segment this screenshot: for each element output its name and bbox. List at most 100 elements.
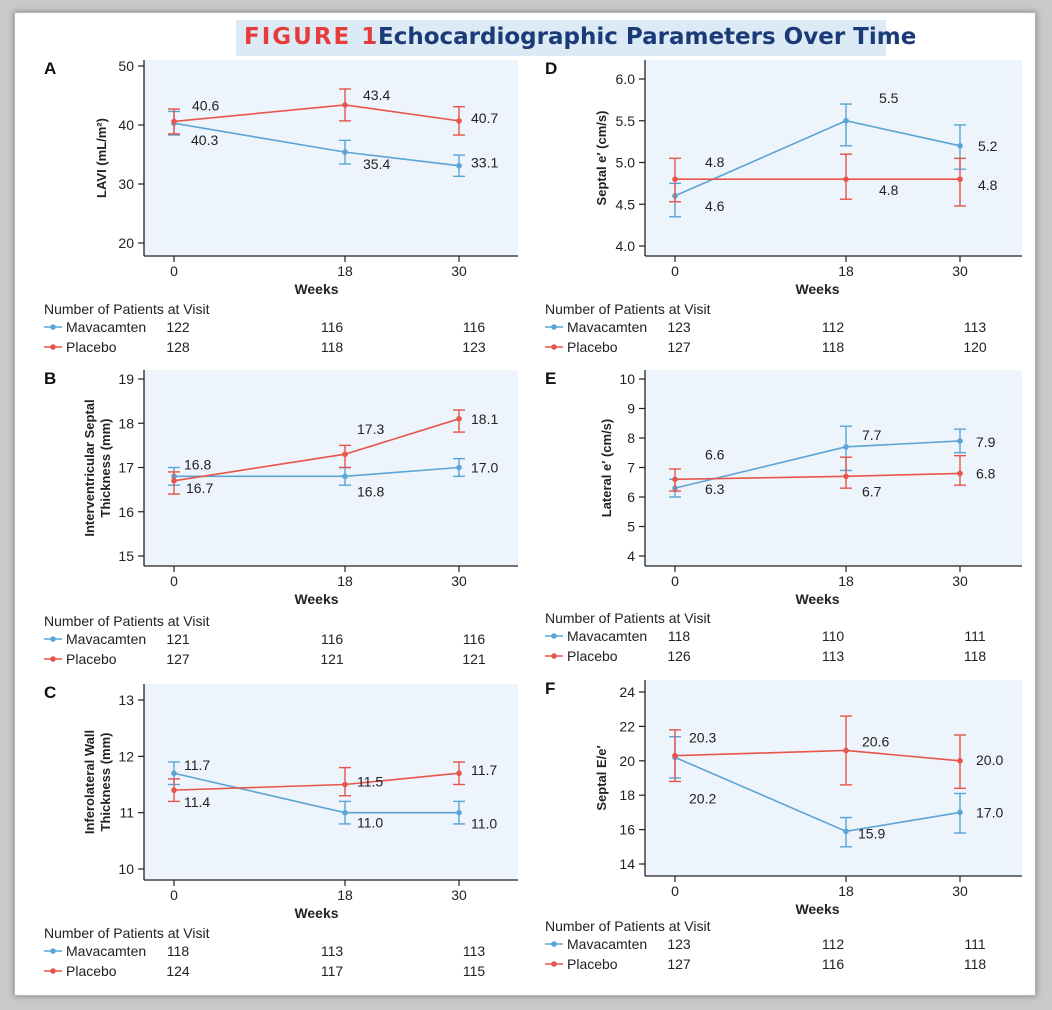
patient-count-mavacamten: 112 xyxy=(822,319,845,335)
series-mavacamten: 40.3 35.4 33.1 xyxy=(168,110,498,178)
y-tick-label: 7 xyxy=(627,460,635,476)
patient-count-mavacamten: 113 xyxy=(964,319,987,335)
y-tick-label: 16 xyxy=(118,504,134,520)
x-tick-label: 18 xyxy=(337,263,353,279)
patients-header: Number of Patients at Visit xyxy=(545,610,711,626)
patient-count-placebo: 123 xyxy=(462,339,486,355)
patient-count-mavacamten: 111 xyxy=(964,936,985,952)
data-point xyxy=(672,476,678,483)
data-label: 20.3 xyxy=(689,730,716,746)
patient-count-placebo: 127 xyxy=(166,651,190,667)
y-axis-label-line: Thickness (mm) xyxy=(98,733,113,832)
data-label: 15.9 xyxy=(858,825,885,841)
chart-panel-a: A 20 30 40 50 0 18 30 Weeks LAVI (mL/m²) 40.3 35.4 3… xyxy=(44,58,518,355)
legend-label-mavacamten: Mavacamten xyxy=(567,936,647,952)
data-label: 6.8 xyxy=(976,465,996,481)
patient-count-placebo: 113 xyxy=(822,648,845,664)
legend-label-placebo: Placebo xyxy=(567,648,618,664)
x-tick-label: 30 xyxy=(952,883,968,899)
legend-marker-mavacamten xyxy=(50,948,56,954)
panel-letter: B xyxy=(44,369,56,388)
chart-panel-b: B 15 16 17 18 19 0 18 30 Weeks Interventricular Se… xyxy=(44,369,518,667)
data-point xyxy=(456,464,462,471)
y-axis-label-line: Interventricular Septal xyxy=(82,399,97,536)
patients-header: Number of Patients at Visit xyxy=(545,918,711,934)
y-axis-label: LAVI (mL/m²) xyxy=(94,118,109,198)
data-point xyxy=(843,828,849,835)
y-tick-label: 10 xyxy=(619,371,635,387)
legend-marker-placebo xyxy=(50,968,56,974)
x-tick-label: 30 xyxy=(952,573,968,589)
panel-letter: E xyxy=(545,369,556,388)
y-tick-label: 5.5 xyxy=(616,113,636,129)
data-point xyxy=(843,747,849,754)
y-tick-label: 40 xyxy=(118,117,134,133)
y-axis-label-line: Inferolateral Wall xyxy=(82,730,97,834)
patients-header: Number of Patients at Visit xyxy=(44,925,210,941)
legend-label-placebo: Placebo xyxy=(66,651,117,667)
patient-count-mavacamten: 110 xyxy=(822,628,845,644)
patient-count-mavacamten: 116 xyxy=(463,319,486,335)
chart-panel-e: E 4 5 6 7 8 9 10 0 18 30 Weeks Lateral e′ (cm/s) 6.3 7… xyxy=(545,369,1022,664)
y-tick-label: 4.5 xyxy=(616,196,636,212)
x-tick-label: 0 xyxy=(170,887,178,903)
legend-label-placebo: Placebo xyxy=(567,956,618,972)
legend-marker-mavacamten xyxy=(551,941,557,947)
patient-count-mavacamten: 121 xyxy=(166,631,190,647)
y-tick-label: 16 xyxy=(619,822,635,838)
x-axis-label: Weeks xyxy=(795,281,839,297)
data-point xyxy=(342,809,348,816)
patient-count-placebo: 116 xyxy=(822,956,845,972)
legend-label-placebo: Placebo xyxy=(66,339,117,355)
legend-label-placebo: Placebo xyxy=(66,963,117,979)
x-axis-label: Weeks xyxy=(294,905,338,921)
panel-letter: D xyxy=(545,59,557,78)
patient-count-mavacamten: 111 xyxy=(964,628,985,644)
data-label: 5.5 xyxy=(879,90,899,106)
patient-count-placebo: 117 xyxy=(321,963,344,979)
data-point xyxy=(171,477,177,484)
legend-marker-mavacamten xyxy=(551,324,557,330)
patient-count-mavacamten: 123 xyxy=(667,319,691,335)
data-point xyxy=(342,781,348,788)
chart-panel-c: C 10 11 12 13 0 18 30 Weeks Inferolateral WallThi… xyxy=(44,683,518,979)
data-point xyxy=(843,444,849,450)
x-tick-label: 18 xyxy=(337,573,353,589)
x-tick-label: 18 xyxy=(337,887,353,903)
legend-marker-mavacamten xyxy=(551,633,557,639)
panel-letter: A xyxy=(44,59,56,78)
y-tick-label: 4 xyxy=(627,548,635,564)
data-label: 17.0 xyxy=(471,460,498,476)
y-tick-label: 6.0 xyxy=(616,71,636,87)
series-placebo: 40.6 43.4 40.7 xyxy=(168,87,498,136)
plot-area xyxy=(645,680,1022,876)
data-label: 4.8 xyxy=(978,177,998,193)
figure-title-band xyxy=(236,20,886,56)
y-axis-label: Inferolateral WallThickness (mm) xyxy=(82,730,113,834)
patient-count-mavacamten: 118 xyxy=(167,943,190,959)
y-tick-label: 14 xyxy=(619,856,635,872)
y-tick-label: 12 xyxy=(118,748,134,764)
patient-count-mavacamten: 123 xyxy=(667,936,691,952)
patient-count-placebo: 126 xyxy=(667,648,691,664)
x-axis-label: Weeks xyxy=(795,901,839,917)
data-point xyxy=(342,451,348,458)
data-label: 16.8 xyxy=(357,483,384,499)
data-label: 4.6 xyxy=(705,198,725,214)
y-tick-label: 17 xyxy=(118,460,134,476)
y-axis-label: Septal e′ (cm/s) xyxy=(594,111,609,206)
y-tick-label: 9 xyxy=(627,401,635,417)
x-axis-label: Weeks xyxy=(294,591,338,607)
y-tick-label: 19 xyxy=(118,371,134,387)
patient-count-mavacamten: 116 xyxy=(321,319,344,335)
patient-count-placebo: 127 xyxy=(667,339,691,355)
data-point xyxy=(843,176,849,182)
panel-letter: F xyxy=(545,679,555,698)
series-mavacamten: 6.3 7.7 7.9 xyxy=(669,425,996,498)
patient-count-mavacamten: 113 xyxy=(321,943,344,959)
plot-area xyxy=(144,60,518,256)
data-label: 4.8 xyxy=(879,182,899,198)
legend-label-mavacamten: Mavacamten xyxy=(66,631,146,647)
data-label: 20.2 xyxy=(689,790,716,806)
data-point xyxy=(456,416,462,422)
